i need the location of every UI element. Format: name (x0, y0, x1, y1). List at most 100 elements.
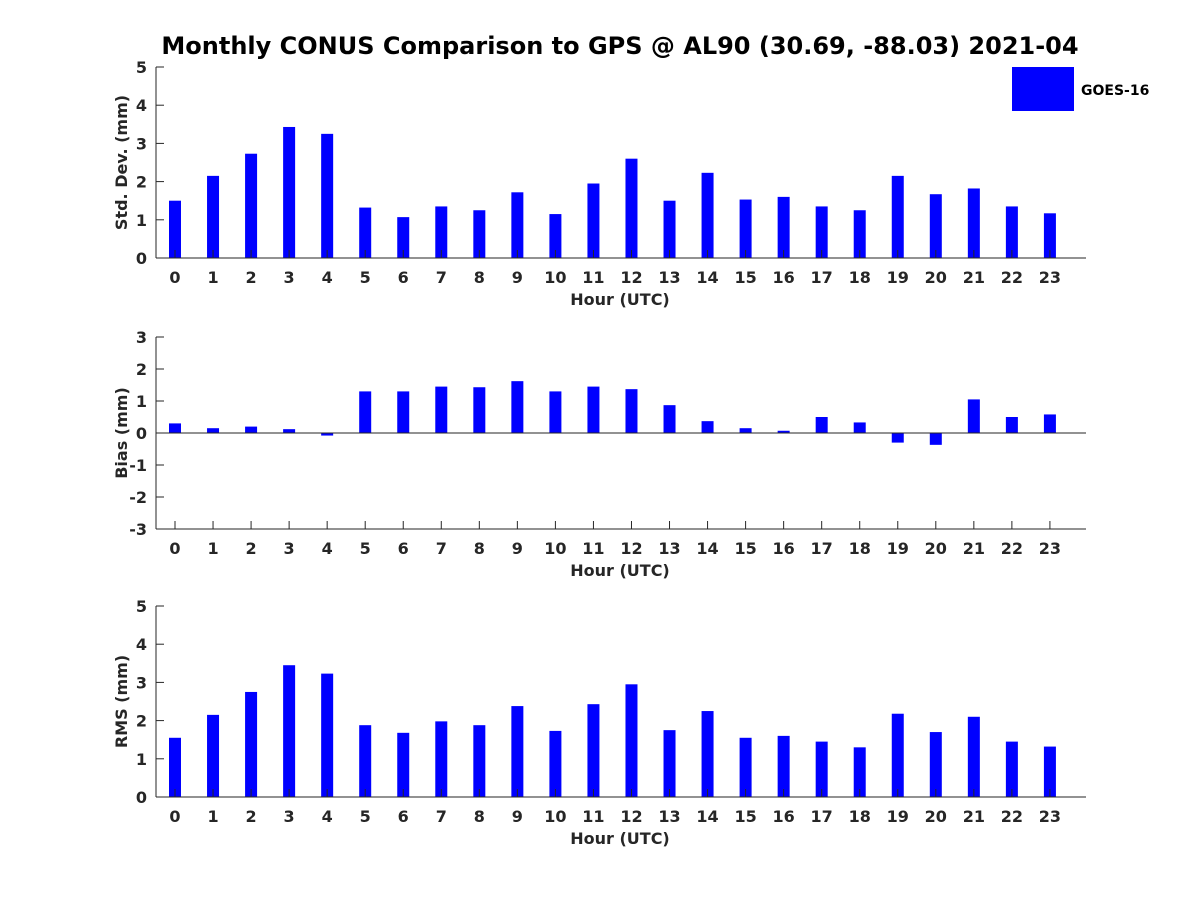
x-tick-label: 22 (1001, 539, 1023, 558)
x-tick-label: 12 (620, 268, 642, 287)
bar-hour-9 (511, 381, 524, 433)
bar-hour-9 (511, 706, 524, 797)
x-tick-label: 4 (322, 268, 333, 287)
x-tick-label: 15 (734, 807, 756, 826)
x-tick-label: 10 (544, 539, 566, 558)
bar-hour-12 (625, 684, 638, 797)
bar-hour-20 (929, 194, 942, 258)
bar-hour-8 (473, 210, 486, 258)
x-tick-label: 1 (207, 268, 218, 287)
y-tick-label: 0 (136, 424, 147, 443)
x-tick-label: 6 (398, 807, 409, 826)
x-tick-label: 10 (544, 268, 566, 287)
x-tick-label: 7 (436, 807, 447, 826)
y-tick-label: 4 (136, 635, 147, 654)
x-tick-label: 19 (887, 268, 909, 287)
x-tick-label: 10 (544, 807, 566, 826)
bar-hour-5 (359, 207, 372, 258)
bar-hour-19 (891, 433, 904, 443)
bar-hour-16 (777, 735, 790, 797)
x-axis-label: Hour (UTC) (570, 829, 670, 848)
y-tick-label: 5 (136, 597, 147, 616)
x-tick-label: 7 (436, 268, 447, 287)
x-tick-label: 19 (887, 807, 909, 826)
y-tick-label: -1 (129, 456, 147, 475)
legend-swatch (1012, 67, 1074, 111)
bar-hour-21 (967, 399, 980, 433)
x-tick-label: 8 (474, 268, 485, 287)
x-tick-label: 14 (696, 268, 718, 287)
x-tick-label: 13 (658, 539, 680, 558)
bar-hour-13 (663, 730, 676, 797)
y-tick-label: 1 (136, 392, 147, 411)
x-tick-label: 16 (773, 807, 795, 826)
x-tick-label: 7 (436, 539, 447, 558)
y-tick-label: 5 (136, 58, 147, 77)
x-tick-label: 21 (963, 539, 985, 558)
bar-hour-0 (169, 200, 181, 258)
bar-hour-17 (815, 417, 828, 433)
x-tick-label: 3 (284, 539, 295, 558)
x-tick-label: 4 (322, 807, 333, 826)
bar-hour-22 (1005, 417, 1018, 433)
x-tick-label: 21 (963, 807, 985, 826)
x-tick-label: 1 (207, 539, 218, 558)
x-tick-label: 16 (773, 539, 795, 558)
y-tick-label: 2 (136, 712, 147, 731)
bar-hour-10 (549, 214, 562, 258)
bar-hour-5 (359, 725, 372, 797)
bar-hour-7 (435, 386, 448, 433)
bar-hour-3 (283, 429, 296, 433)
bar-hour-0 (169, 423, 181, 433)
legend: GOES-16 (1012, 67, 1149, 111)
bar-hour-14 (701, 711, 714, 797)
x-tick-label: 11 (582, 268, 604, 287)
x-axis-label: Hour (UTC) (570, 561, 670, 580)
x-tick-label: 22 (1001, 807, 1023, 826)
bar-hour-14 (701, 172, 714, 258)
x-tick-label: 19 (887, 539, 909, 558)
bar-hour-18 (853, 210, 866, 258)
bar-hour-19 (891, 175, 904, 258)
bar-hour-4 (321, 673, 334, 797)
bar-hour-4 (321, 433, 334, 436)
bar-hour-20 (929, 732, 942, 797)
x-tick-label: 14 (696, 539, 718, 558)
x-tick-label: 5 (360, 539, 371, 558)
bar-hour-8 (473, 725, 486, 797)
bar-hour-6 (397, 217, 410, 258)
bar-hour-6 (397, 391, 410, 433)
bar-hour-21 (967, 188, 980, 258)
x-tick-label: 1 (207, 807, 218, 826)
x-tick-label: 9 (512, 807, 523, 826)
bar-hour-22 (1005, 206, 1018, 258)
x-tick-label: 0 (169, 268, 180, 287)
x-tick-label: 20 (925, 268, 947, 287)
x-tick-label: 8 (474, 539, 485, 558)
x-tick-label: 3 (284, 807, 295, 826)
x-tick-label: 11 (582, 807, 604, 826)
bar-hour-20 (929, 433, 942, 445)
bar-hour-12 (625, 389, 638, 433)
bar-hour-2 (245, 691, 258, 797)
y-tick-label: 0 (136, 249, 147, 268)
bar-hour-3 (283, 665, 296, 797)
x-tick-label: 9 (512, 268, 523, 287)
y-axis-label: Bias (mm) (112, 387, 131, 479)
bar-hour-0 (169, 737, 181, 797)
x-tick-label: 17 (811, 268, 833, 287)
bars (169, 126, 1056, 258)
x-tick-label: 18 (849, 807, 871, 826)
bar-hour-7 (435, 206, 448, 258)
bar-hour-2 (245, 153, 258, 258)
x-tick-label: 8 (474, 807, 485, 826)
bar-hour-8 (473, 387, 486, 433)
bar-hour-17 (815, 741, 828, 797)
bar-hour-15 (739, 428, 752, 433)
x-tick-label: 18 (849, 539, 871, 558)
bar-hour-11 (587, 386, 600, 433)
